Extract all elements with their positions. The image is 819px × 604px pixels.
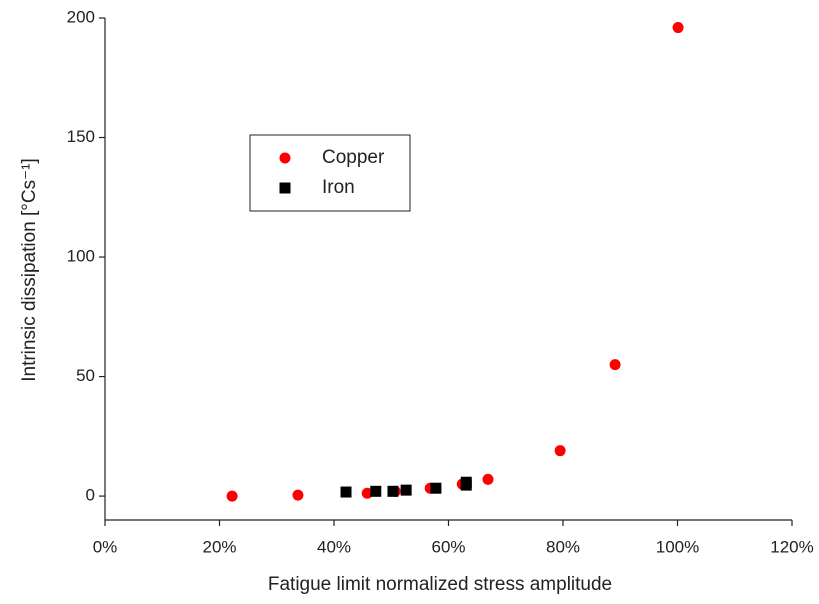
- point: [460, 476, 472, 488]
- point: [400, 484, 412, 496]
- y-tick-label: 150: [67, 127, 95, 146]
- point: [370, 485, 382, 497]
- legend-marker: [279, 152, 291, 164]
- legend-frame: [249, 134, 411, 212]
- point: [672, 22, 684, 34]
- legend-label: Copper: [322, 147, 385, 168]
- point: [226, 490, 238, 502]
- x-tick-label: 40%: [317, 537, 351, 556]
- point: [340, 486, 352, 498]
- y-tick-label: 200: [67, 7, 95, 26]
- legend-label: Iron: [322, 177, 355, 198]
- x-tick-label: 60%: [431, 537, 465, 556]
- point: [361, 487, 373, 499]
- y-tick-label: 100: [67, 247, 95, 266]
- point: [609, 359, 621, 371]
- x-tick-label: 0%: [93, 537, 118, 556]
- point: [430, 482, 442, 494]
- x-tick-label: 120%: [770, 537, 813, 556]
- legend-marker: [279, 182, 291, 194]
- point: [292, 489, 304, 501]
- x-axis-label: Fatigue limit normalized stress amplitud…: [268, 574, 612, 595]
- y-tick-label: 0: [86, 486, 95, 505]
- point: [482, 473, 494, 485]
- y-tick-label: 50: [76, 366, 95, 385]
- x-tick-label: 80%: [546, 537, 580, 556]
- y-axis-label: Intrinsic dissipation [°Cs⁻¹]: [19, 158, 40, 382]
- point: [554, 445, 566, 457]
- point: [387, 485, 399, 497]
- x-tick-label: 20%: [202, 537, 236, 556]
- x-tick-label: 100%: [656, 537, 699, 556]
